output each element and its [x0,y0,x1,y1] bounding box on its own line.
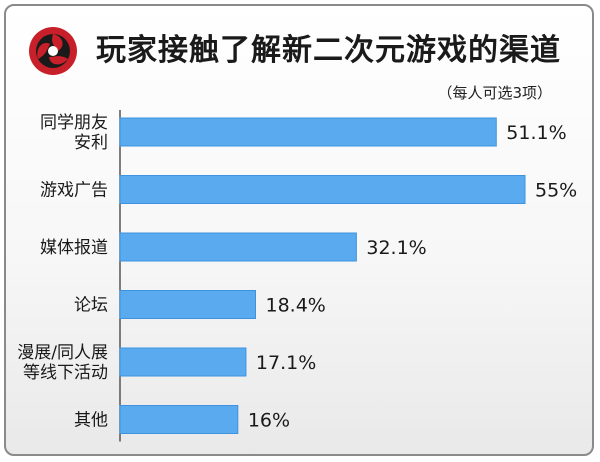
bar-5 [119,405,239,434]
category-label-3: 论坛 [74,296,108,316]
chart-frame: 玩家接触了解新二次元游戏的渠道 （每人可选3项） [4,4,594,456]
bar-0 [119,117,497,147]
category-label-0: 同学朋友安利 [40,113,108,153]
category-label-2: 媒体报道 [40,238,108,258]
data-label-0: 51.1% [506,122,566,144]
chart-title: 玩家接触了解新二次元游戏的渠道 [96,33,561,68]
data-label-4: 17.1% [256,352,316,374]
bar-2 [119,232,357,262]
bar-1 [119,175,526,204]
bar-3 [119,290,256,319]
category-label-4: 漫展/同人展等线下活动 [17,343,108,383]
data-label-2: 32.1% [366,237,426,259]
category-label-1: 游戏广告 [40,181,108,201]
bar-4 [119,347,247,377]
data-label-1: 55% [535,180,577,202]
category-label-5: 其他 [74,411,108,431]
red-swirl-logo-icon [29,27,77,75]
chart-subtitle: （每人可选3项） [437,84,552,102]
data-label-5: 16% [248,410,290,432]
data-label-3: 18.4% [265,295,325,317]
